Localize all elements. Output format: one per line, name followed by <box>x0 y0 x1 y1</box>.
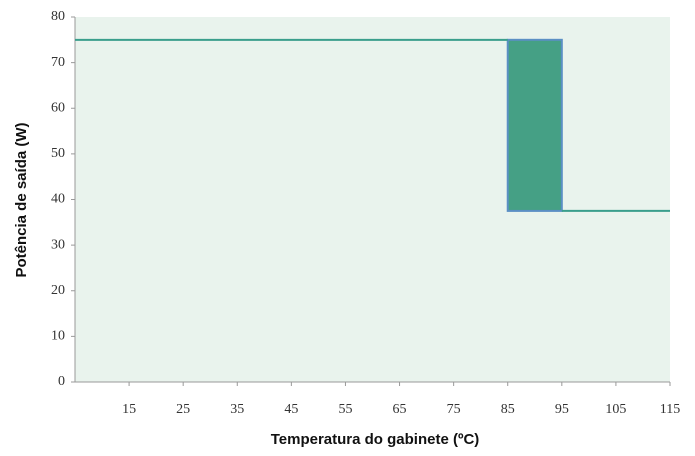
y-tick-label: 10 <box>51 329 65 344</box>
y-axis-label: Potência de saída (W) <box>13 122 30 277</box>
y-tick-label: 60 <box>51 100 65 115</box>
derating-band <box>506 38 563 212</box>
x-axis-label: Temperatura do gabinete (ºC) <box>271 431 480 448</box>
x-tick-label: 85 <box>501 402 515 417</box>
y-tick-label: 30 <box>51 237 65 252</box>
y-tick-label: 80 <box>51 9 65 24</box>
y-tick-label: 70 <box>51 55 65 70</box>
y-tick-label: 40 <box>51 192 65 207</box>
plot-area <box>75 17 670 382</box>
x-tick-label: 15 <box>122 402 136 417</box>
y-tick-label: 0 <box>58 374 65 389</box>
x-tick-label: 75 <box>447 402 461 417</box>
y-tick-label: 20 <box>51 283 65 298</box>
x-tick-label: 45 <box>284 402 298 417</box>
x-tick-label: 65 <box>393 402 407 417</box>
y-tick-label: 50 <box>51 146 65 161</box>
x-tick-label: 95 <box>555 402 569 417</box>
x-tick-label: 105 <box>605 402 626 417</box>
x-tick-label: 25 <box>176 402 190 417</box>
x-tick-label: 55 <box>338 402 352 417</box>
x-tick-label: 115 <box>660 402 680 417</box>
x-tick-label: 35 <box>230 402 244 417</box>
